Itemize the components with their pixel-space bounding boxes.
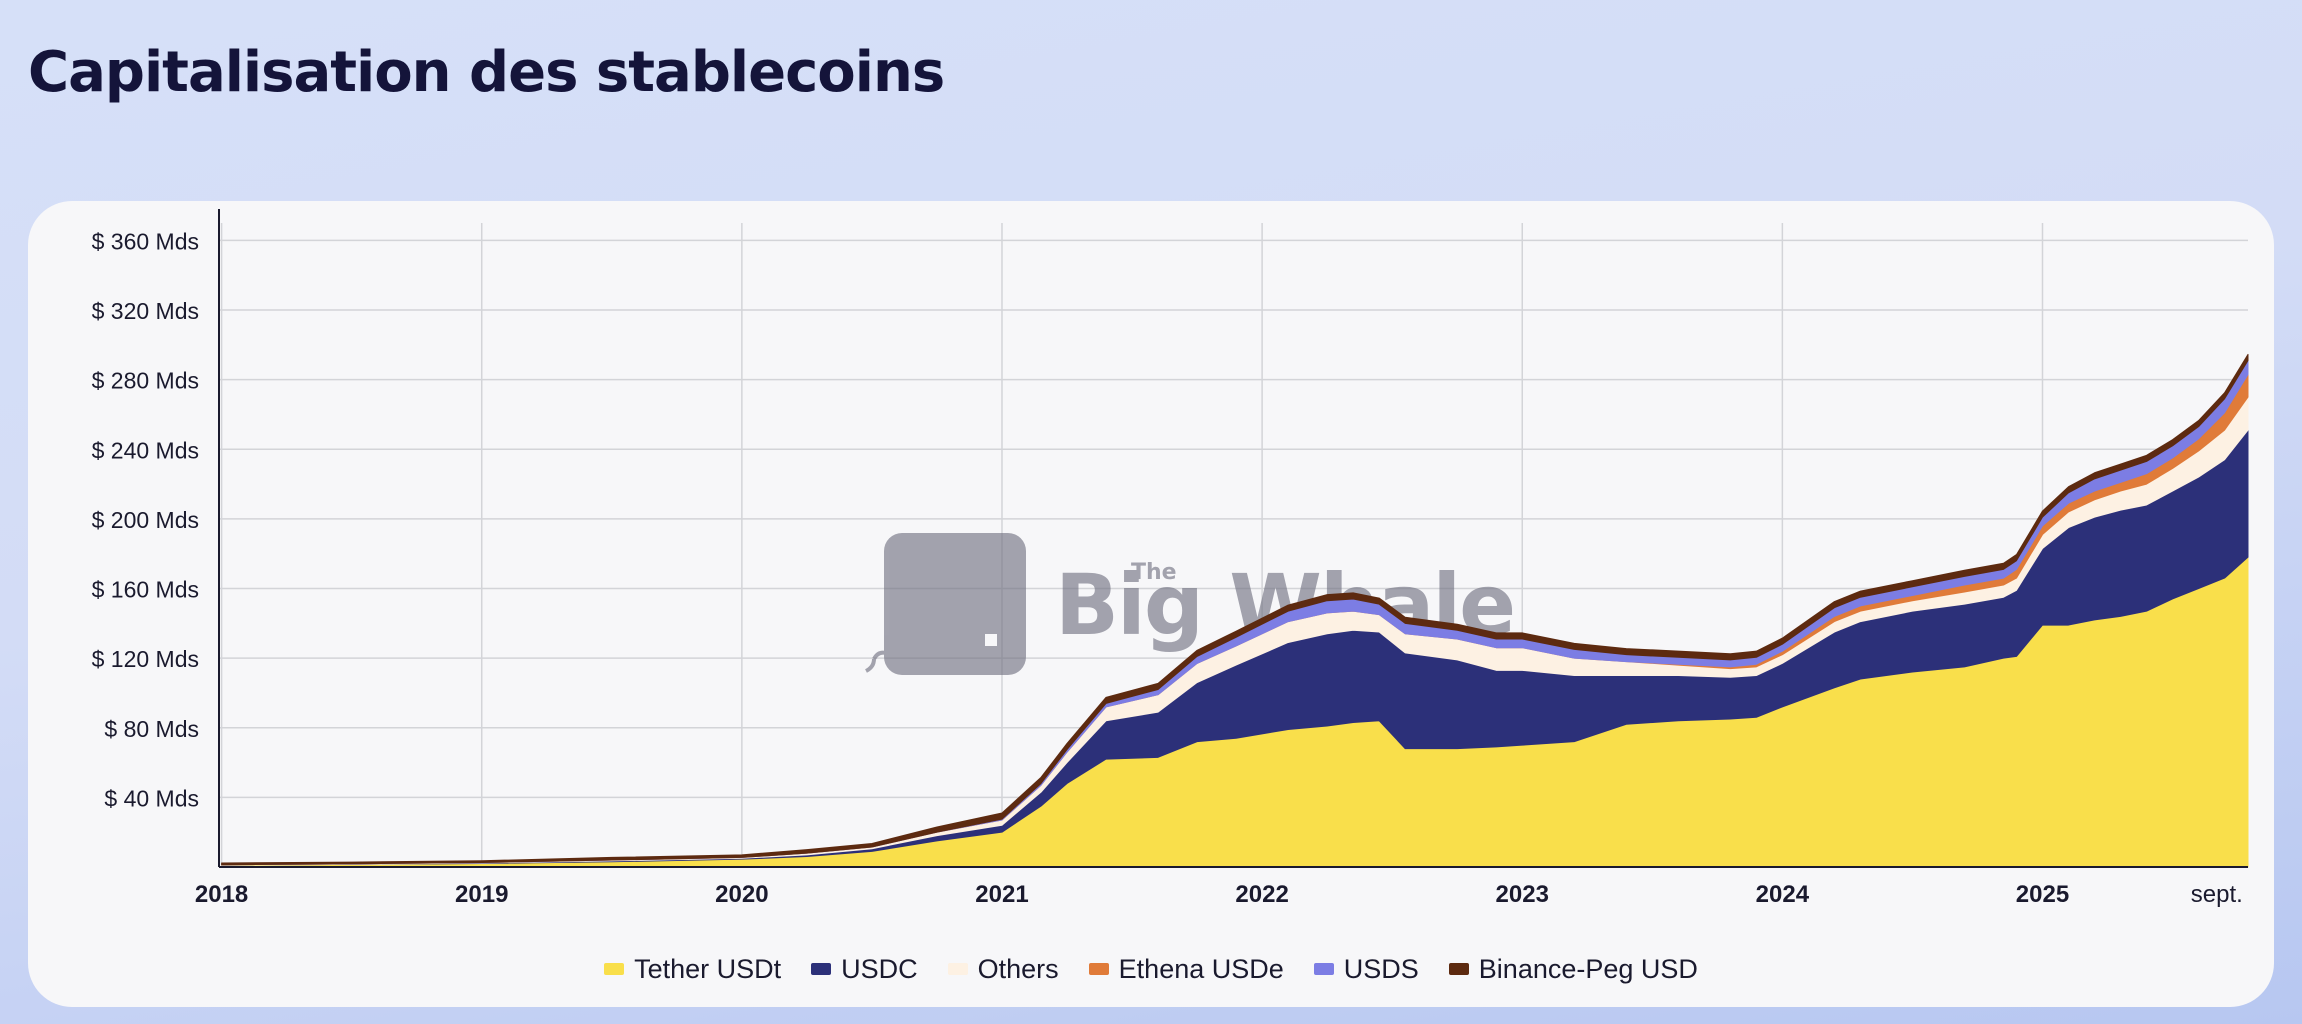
legend-item[interactable]: USDC xyxy=(811,954,918,985)
chart-legend: Tether USDt USDC Others Ethena USDe USDS Bina… xyxy=(28,951,2274,987)
y-tick-label: $ 360 Mds xyxy=(92,228,199,254)
legend-swatch xyxy=(604,963,625,975)
area-binance-peg-usd xyxy=(221,353,2249,866)
legend-label: Others xyxy=(977,953,1059,984)
x-tick-label: sept. xyxy=(2191,881,2243,908)
stablecoin-area-chart: $ 40 Mds $ 80 Mds $ 120 Mds $ 160 Mds $ 200 … xyxy=(92,209,2249,908)
x-tick-label: 2021 xyxy=(975,881,1028,908)
y-tick-label: $ 280 Mds xyxy=(92,368,199,394)
y-tick-label: $ 320 Mds xyxy=(92,298,199,324)
watermark-the: The xyxy=(1131,560,1177,585)
legend-swatch xyxy=(811,963,832,975)
legend-swatch xyxy=(1313,963,1334,975)
x-tick-label: 2024 xyxy=(1756,881,1810,908)
y-tick-label: $ 160 Mds xyxy=(92,577,199,603)
legend-item[interactable]: Ethena USDe xyxy=(1088,953,1284,985)
legend-swatch xyxy=(1088,963,1109,975)
sprout-icon xyxy=(865,650,887,673)
x-tick-label: 2022 xyxy=(1235,881,1288,908)
legend-label: USDS xyxy=(1343,953,1419,984)
x-tick-label: 2023 xyxy=(1496,881,1549,908)
page-title: Capitalisation des stablecoins xyxy=(28,40,945,105)
y-tick-label: $ 240 Mds xyxy=(92,437,199,463)
legend-item[interactable]: Tether USDt xyxy=(604,954,781,985)
x-tick-label: 2019 xyxy=(455,881,508,908)
legend-item[interactable]: USDS xyxy=(1313,953,1419,985)
y-tick-label: $ 120 Mds xyxy=(92,646,199,672)
y-tick-label: $ 40 Mds xyxy=(104,785,199,811)
x-tick-label: 2025 xyxy=(2016,881,2069,908)
legend-swatch xyxy=(947,963,968,975)
y-tick-label: $ 80 Mds xyxy=(104,716,199,742)
x-tick-label: 2018 xyxy=(195,881,248,908)
legend-item[interactable]: Binance-Peg USD xyxy=(1448,953,1698,985)
whale-logo-eye xyxy=(985,634,997,646)
y-tick-label: $ 200 Mds xyxy=(92,507,199,533)
legend-label: Tether USDt xyxy=(634,953,782,984)
chart-card: $ 40 Mds $ 80 Mds $ 120 Mds $ 160 Mds $ 200 … xyxy=(28,201,2274,1007)
legend-swatch xyxy=(1448,963,1469,975)
legend-item[interactable]: Others xyxy=(947,953,1059,985)
whale-logo-icon xyxy=(884,533,1026,675)
legend-label: Binance-Peg USD xyxy=(1478,953,1698,984)
x-tick-label: 2020 xyxy=(715,881,768,908)
legend-label: USDC xyxy=(841,953,918,984)
legend-label: Ethena USDe xyxy=(1118,953,1284,984)
